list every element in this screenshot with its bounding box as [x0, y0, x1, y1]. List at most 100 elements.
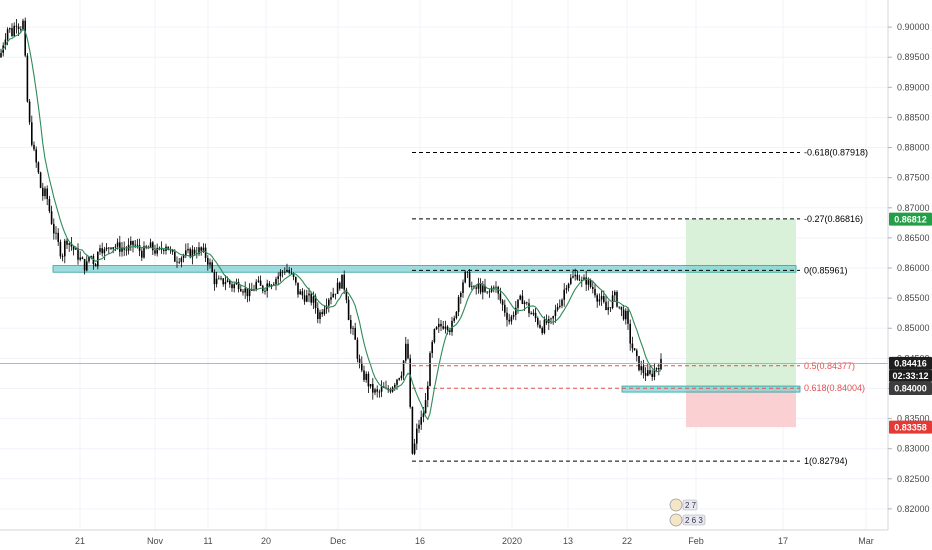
- candle: [411, 406, 414, 455]
- candle: [631, 336, 634, 353]
- candle-body: [240, 289, 242, 292]
- time-axis[interactable]: 21 Nov 11 20 Dec 16 2020 13 22 Feb 17 Mar: [75, 536, 874, 546]
- candle-body: [255, 281, 257, 290]
- candle-body: [275, 278, 277, 285]
- candle-body: [44, 188, 46, 197]
- candle-body: [46, 188, 48, 200]
- candle-body: [444, 326, 447, 329]
- candle: [99, 244, 101, 255]
- candle-body: [242, 291, 244, 293]
- candle-body: [4, 39, 7, 46]
- candle-body: [594, 288, 596, 296]
- candle: [59, 239, 62, 259]
- candle-body: [460, 292, 462, 297]
- candle-body: [413, 443, 416, 454]
- candle-body: [204, 247, 207, 258]
- candle-body: [207, 257, 209, 265]
- candle-body: [416, 428, 418, 444]
- candle-body: [156, 247, 158, 254]
- event-count-label: 2 7: [685, 501, 697, 510]
- candle-body: [418, 424, 420, 429]
- event-marker[interactable]: 2 7: [669, 498, 698, 512]
- candle: [592, 280, 594, 294]
- candle: [290, 267, 293, 275]
- candle: [37, 161, 40, 175]
- candle-body: [297, 282, 299, 295]
- candle-body: [193, 249, 196, 254]
- candle: [444, 320, 447, 334]
- candle-body: [26, 55, 29, 102]
- candle-body: [629, 323, 631, 344]
- countdown-badge-bg: [889, 369, 932, 382]
- event-markers[interactable]: 2 7 2 6 3: [669, 498, 706, 527]
- candle-body: [468, 272, 471, 287]
- candle-body: [475, 287, 477, 289]
- candle-body: [501, 300, 504, 305]
- candle: [88, 256, 90, 264]
- candle: [248, 283, 251, 302]
- candle: [614, 290, 616, 302]
- candle-body: [409, 358, 411, 407]
- candle: [427, 381, 429, 408]
- candle-body: [132, 241, 134, 246]
- candle: [453, 315, 455, 323]
- candle: [457, 295, 460, 317]
- candle-body: [17, 26, 20, 30]
- candle-body: [543, 319, 546, 334]
- fibonacci-levels: -0.618(0.87918) -0.27(0.86816) 0(0.85961) 0…: [412, 147, 868, 466]
- candle-body: [251, 289, 253, 291]
- candle: [471, 281, 473, 290]
- candle: [636, 348, 638, 362]
- candle-body: [493, 287, 495, 289]
- price-badge: 0.84000: [889, 381, 932, 395]
- candle-body: [59, 241, 62, 257]
- candle-body: [354, 327, 356, 340]
- candle: [15, 19, 18, 34]
- candle-body: [438, 323, 440, 328]
- candle: [321, 308, 323, 317]
- candle-body: [325, 305, 328, 310]
- moving-average-line: [0, 28, 662, 421]
- candle: [600, 289, 603, 306]
- candle-body: [603, 296, 605, 302]
- candle-body: [532, 312, 535, 315]
- candle: [565, 285, 568, 294]
- candle-body: [158, 247, 161, 249]
- candle: [341, 274, 343, 289]
- candle-body: [396, 379, 398, 385]
- candle: [306, 289, 308, 303]
- candle-body: [187, 248, 189, 251]
- candle-body: [90, 255, 92, 257]
- candle-body: [420, 417, 422, 425]
- candle-body: [488, 291, 491, 293]
- price-axis[interactable]: 0.90000 0.89500 0.89000 0.88500 0.88000 0.875…: [888, 22, 930, 514]
- candle: [468, 269, 471, 288]
- candle-body: [273, 284, 275, 286]
- candle-body: [15, 25, 18, 27]
- candle: [31, 115, 33, 147]
- candle: [284, 267, 286, 275]
- candle-body: [631, 343, 634, 349]
- candle-body: [22, 20, 24, 30]
- candle: [431, 339, 433, 358]
- event-marker[interactable]: 2 6 3: [669, 513, 706, 527]
- candle: [130, 236, 132, 251]
- candle: [530, 311, 532, 315]
- candle: [119, 235, 121, 257]
- candle: [644, 367, 647, 382]
- candle-body: [581, 280, 583, 281]
- price-tick-label: 0.86000: [897, 263, 930, 273]
- candle-body: [622, 309, 625, 320]
- candle: [123, 241, 125, 257]
- candle: [180, 256, 183, 268]
- candle-body: [435, 327, 438, 330]
- event-count-box: [682, 514, 706, 526]
- price-badge-label: 0.84000: [894, 384, 927, 394]
- candle-body: [380, 386, 383, 392]
- candle-body: [103, 249, 106, 254]
- candle: [46, 185, 48, 206]
- candle: [211, 259, 213, 273]
- candle-body: [319, 312, 321, 320]
- candle-body: [81, 257, 84, 260]
